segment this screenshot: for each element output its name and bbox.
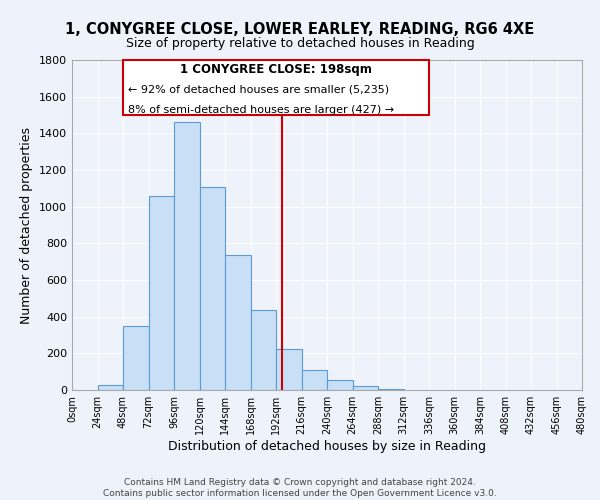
Bar bbox=[123, 326, 149, 390]
Bar bbox=[327, 380, 353, 390]
Bar bbox=[199, 186, 225, 390]
Text: ← 92% of detached houses are smaller (5,235): ← 92% of detached houses are smaller (5,… bbox=[128, 84, 389, 95]
Bar bbox=[302, 370, 327, 390]
Text: 1, CONYGREE CLOSE, LOWER EARLEY, READING, RG6 4XE: 1, CONYGREE CLOSE, LOWER EARLEY, READING… bbox=[65, 22, 535, 38]
Bar bbox=[353, 386, 378, 390]
X-axis label: Distribution of detached houses by size in Reading: Distribution of detached houses by size … bbox=[168, 440, 486, 452]
Y-axis label: Number of detached properties: Number of detached properties bbox=[20, 126, 34, 324]
Text: Contains HM Land Registry data © Crown copyright and database right 2024.
Contai: Contains HM Land Registry data © Crown c… bbox=[103, 478, 497, 498]
Text: 1 CONYGREE CLOSE: 198sqm: 1 CONYGREE CLOSE: 198sqm bbox=[180, 64, 372, 76]
FancyBboxPatch shape bbox=[123, 60, 429, 115]
Bar bbox=[251, 310, 276, 390]
Text: 8% of semi-detached houses are larger (427) →: 8% of semi-detached houses are larger (4… bbox=[128, 104, 394, 115]
Bar bbox=[225, 255, 251, 390]
Bar bbox=[149, 196, 174, 390]
Bar bbox=[97, 384, 123, 390]
Bar bbox=[378, 389, 404, 390]
Bar bbox=[174, 122, 199, 390]
Bar bbox=[276, 349, 302, 390]
Text: Size of property relative to detached houses in Reading: Size of property relative to detached ho… bbox=[125, 38, 475, 51]
